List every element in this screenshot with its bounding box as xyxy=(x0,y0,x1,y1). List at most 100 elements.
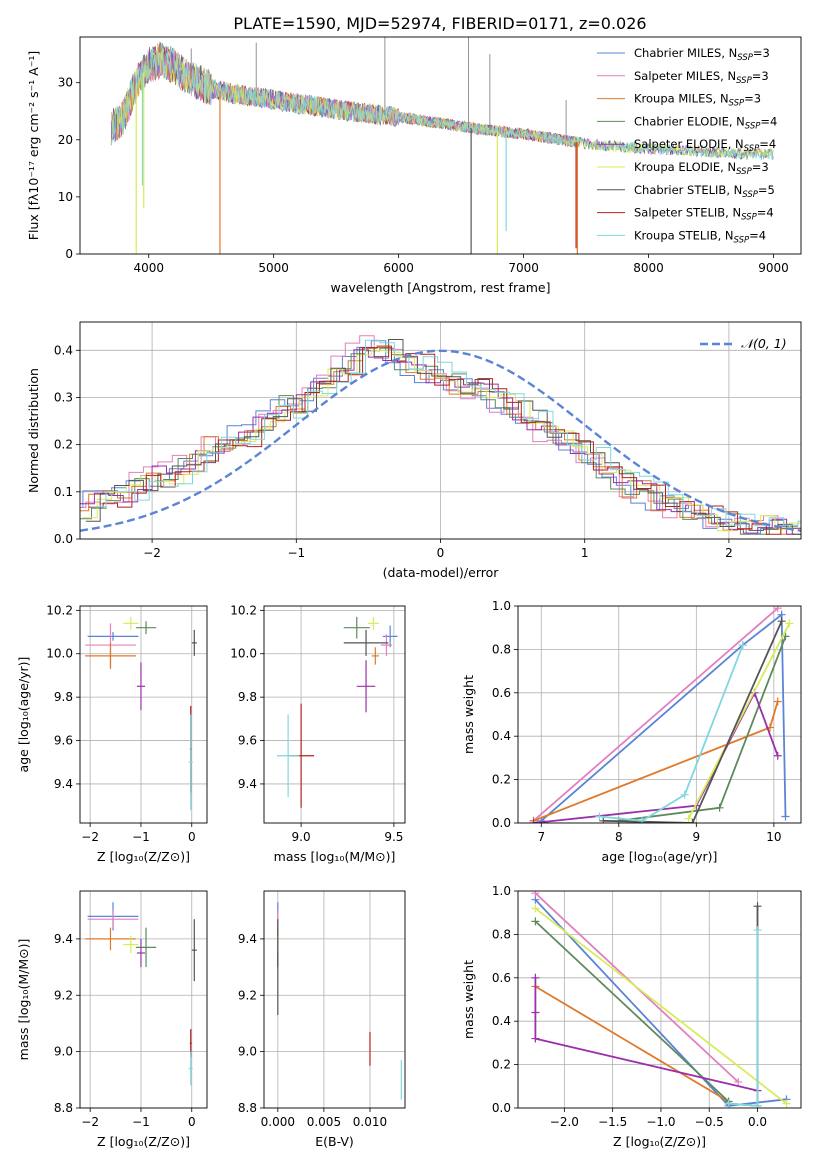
y-tick-label: 9.8 xyxy=(54,690,73,704)
x-tick-label: 0.000 xyxy=(261,1115,295,1129)
series-marker xyxy=(531,973,540,982)
series-marker xyxy=(531,1008,540,1017)
histogram-series xyxy=(80,340,790,534)
series-line xyxy=(534,977,758,1092)
series-line xyxy=(687,622,791,820)
y-tick-label: 10.0 xyxy=(46,647,73,661)
y-tick-label: 0.6 xyxy=(492,686,511,700)
y-tick-label: 10.2 xyxy=(46,603,73,617)
y-tick-label: 9.8 xyxy=(238,690,257,704)
y-tick-label: 1.0 xyxy=(492,884,511,898)
legend-label: Kroupa STELIB, NSSP=4 xyxy=(634,228,766,245)
series-line xyxy=(728,930,759,1107)
series-marker xyxy=(638,816,647,823)
y-tick-label: 0 xyxy=(65,247,73,261)
y-tick-label: 30 xyxy=(58,76,73,90)
x-tick-label: −2 xyxy=(81,830,99,844)
series-line xyxy=(534,907,788,1105)
x-tick-label: 0.0 xyxy=(748,1115,767,1129)
legend-label: Kroupa ELODIE, NSSP=3 xyxy=(634,160,769,177)
x-tick-label: −2 xyxy=(81,1115,99,1129)
figure-title: PLATE=1590, MJD=52974, FIBERID=0171, z=0… xyxy=(233,14,646,33)
y-tick-label: 0.6 xyxy=(492,971,511,985)
panel-age_vs_mass: 9.0 9.5 9.4 9.6 9.8 10.0 10.2 mass [log₁₀(M/M⊙)… xyxy=(230,603,406,864)
x-tick-label: −1 xyxy=(132,830,150,844)
y-tick-label: 0.0 xyxy=(492,1101,511,1115)
series-marker xyxy=(688,819,697,823)
x-tick-label: 10 xyxy=(766,830,781,844)
axes-frame xyxy=(517,890,802,1109)
x-tick-label: 5000 xyxy=(258,261,289,275)
x-axis-label: (data-model)/error xyxy=(383,565,500,580)
x-tick-label: 0.010 xyxy=(353,1115,387,1129)
y-tick-label: 0.2 xyxy=(492,773,511,787)
histogram-series xyxy=(82,350,801,532)
plot-area xyxy=(264,891,405,1108)
x-tick-label: 0.005 xyxy=(307,1115,341,1129)
series-marker xyxy=(531,891,540,898)
x-tick-label: −1.0 xyxy=(646,1115,675,1129)
legend-label: Chabrier ELODIE, NSSP=4 xyxy=(634,114,777,131)
y-tick-label: 9.6 xyxy=(238,734,257,748)
y-axis-label: mass [log₁₀(M/M⊙)] xyxy=(16,939,31,1061)
y-tick-label: 0.4 xyxy=(492,1014,511,1028)
y-tick-label: 9.4 xyxy=(54,932,73,946)
x-axis-label: mass [log₁₀(M/M⊙)] xyxy=(274,849,396,864)
series-line xyxy=(534,985,730,1103)
y-tick-label: 9.2 xyxy=(54,988,73,1002)
y-tick-label: 9.0 xyxy=(54,1045,73,1059)
axes-frame xyxy=(79,36,802,255)
series-line xyxy=(599,644,744,822)
x-tick-label: 9.0 xyxy=(292,830,311,844)
y-tick-label: 8.8 xyxy=(238,1101,257,1115)
y-axis-label: age [log₁₀(age/yr)] xyxy=(16,657,31,773)
y-tick-label: 0.8 xyxy=(492,642,511,656)
histogram-series xyxy=(85,339,801,535)
y-tick-label: 0.2 xyxy=(492,1058,511,1072)
axes-frame xyxy=(79,890,208,1109)
x-tick-label: −0.5 xyxy=(695,1115,724,1129)
x-tick-label: 4000 xyxy=(133,261,164,275)
legend-label: Salpeter STELIB, NSSP=4 xyxy=(634,206,774,223)
y-axis-label: Flux [fλ10⁻¹⁷ erg cm⁻² s⁻¹ A⁻¹] xyxy=(26,51,41,240)
panel-mass_vs_ebv: 0.000 0.005 0.010 8.8 9.0 9.2 9.4 E(B-V) xyxy=(238,890,406,1149)
y-tick-label: 9.2 xyxy=(238,988,257,1002)
series-marker xyxy=(777,617,786,626)
y-axis-label: mass weight xyxy=(461,960,476,1039)
legend-label: Chabrier STELIB, NSSP=5 xyxy=(634,183,775,200)
y-tick-label: 0.3 xyxy=(54,390,73,404)
series-marker xyxy=(773,606,782,613)
axes-frame xyxy=(79,605,208,824)
x-axis-label: E(B-V) xyxy=(315,1134,354,1149)
y-tick-label: 0.2 xyxy=(54,438,73,452)
x-tick-label: −1 xyxy=(287,546,305,560)
series-marker xyxy=(734,1077,743,1086)
y-tick-label: 10.0 xyxy=(230,647,257,661)
y-tick-label: 0.4 xyxy=(492,729,511,743)
y-tick-label: 9.4 xyxy=(54,777,73,791)
panel-mass_vs_Z: −2 −1 0 8.8 9.0 9.2 9.4 Z [log₁₀(Z/Z⊙)] mass [lo… xyxy=(16,890,208,1149)
legend-label: Chabrier MILES, NSSP=3 xyxy=(634,46,770,63)
y-axis-label: mass weight xyxy=(461,675,476,754)
series-line xyxy=(534,920,730,1103)
y-tick-label: 9.6 xyxy=(54,734,73,748)
legend: Chabrier MILES, NSSP=3 Salpeter MILES, NS… xyxy=(597,46,777,245)
series-marker xyxy=(785,619,794,628)
series-marker xyxy=(684,814,693,823)
x-tick-label: 7000 xyxy=(508,261,539,275)
x-tick-label: −2.0 xyxy=(550,1115,579,1129)
y-tick-label: 10 xyxy=(58,190,73,204)
series-marker xyxy=(738,641,747,650)
x-tick-label: 9 xyxy=(693,830,701,844)
y-axis-label: Normed distribution xyxy=(26,368,41,493)
spectrum-line xyxy=(110,43,774,160)
x-axis-label: wavelength [Angstrom, rest frame] xyxy=(330,280,550,295)
x-tick-label: 0 xyxy=(437,546,445,560)
x-axis-label: Z [log₁₀(Z/Z⊙)] xyxy=(97,1134,190,1149)
legend-label: Salpeter ELODIE, NSSP=4 xyxy=(634,137,776,154)
y-tick-label: 0.0 xyxy=(492,816,511,830)
plot-area xyxy=(110,37,774,254)
histogram-series xyxy=(91,339,801,527)
x-tick-label: −1.5 xyxy=(598,1115,627,1129)
